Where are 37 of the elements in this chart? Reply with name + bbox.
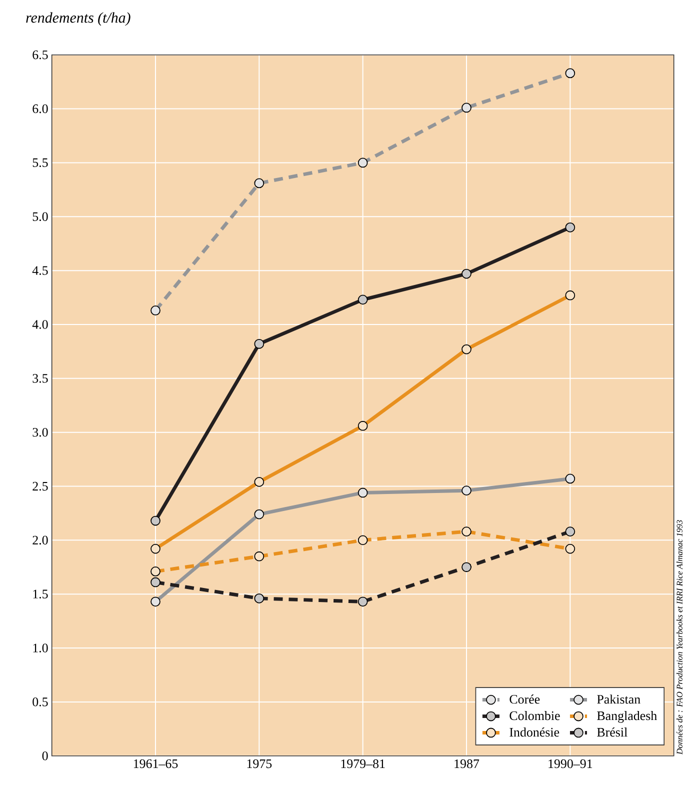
y-tick-label: 2.5: [32, 482, 48, 491]
legend-label: Brésil: [597, 727, 628, 737]
legend-label: Bangladesh: [597, 711, 657, 723]
y-tick-label: 5.0: [32, 212, 48, 222]
y-tick-label: 3.5: [32, 374, 48, 383]
point: [150, 516, 160, 526]
legend-label: Pakistan: [597, 694, 640, 704]
point: [565, 526, 576, 536]
x-tick-label: 1979–81: [341, 759, 385, 768]
y-tick-label: 6.5: [32, 50, 48, 60]
y-tick-label: 4.0: [32, 320, 48, 329]
x-tick-label: 1990–91: [548, 759, 592, 768]
y-tick-label: 0: [42, 752, 48, 760]
y-tick-label: 5.5: [32, 158, 48, 168]
y-tick-label: 6.0: [32, 104, 48, 114]
point: [254, 338, 264, 349]
text: Données de : FAO Production Yearbooks et IRRI Rice Almanac 1993: [676, 520, 682, 755]
y-tick-label: 2.0: [32, 536, 48, 545]
point: [462, 268, 472, 279]
y-tick-label: 1.0: [33, 644, 48, 652]
x-tick-label: 1975: [247, 759, 272, 768]
y-tick-label: 3.0: [32, 428, 48, 437]
point: [358, 596, 368, 607]
y-tick-label: 0.5: [32, 698, 48, 706]
legend-label: Corée: [510, 694, 540, 704]
point: [462, 562, 472, 572]
x-tick-label: 1987: [454, 759, 480, 768]
legend-label: Colombie: [510, 711, 560, 720]
x-tick-label: 1961–65: [134, 759, 178, 768]
point: [254, 593, 264, 604]
y-tick-label: 4.5: [32, 266, 48, 275]
point: [150, 577, 160, 588]
point: [358, 294, 368, 305]
y-axis-title: rendements (t/ha): [26, 12, 130, 26]
legend-label: Indonésie: [510, 727, 560, 737]
point: [565, 222, 576, 232]
y-tick-label: 1.5: [33, 590, 48, 598]
